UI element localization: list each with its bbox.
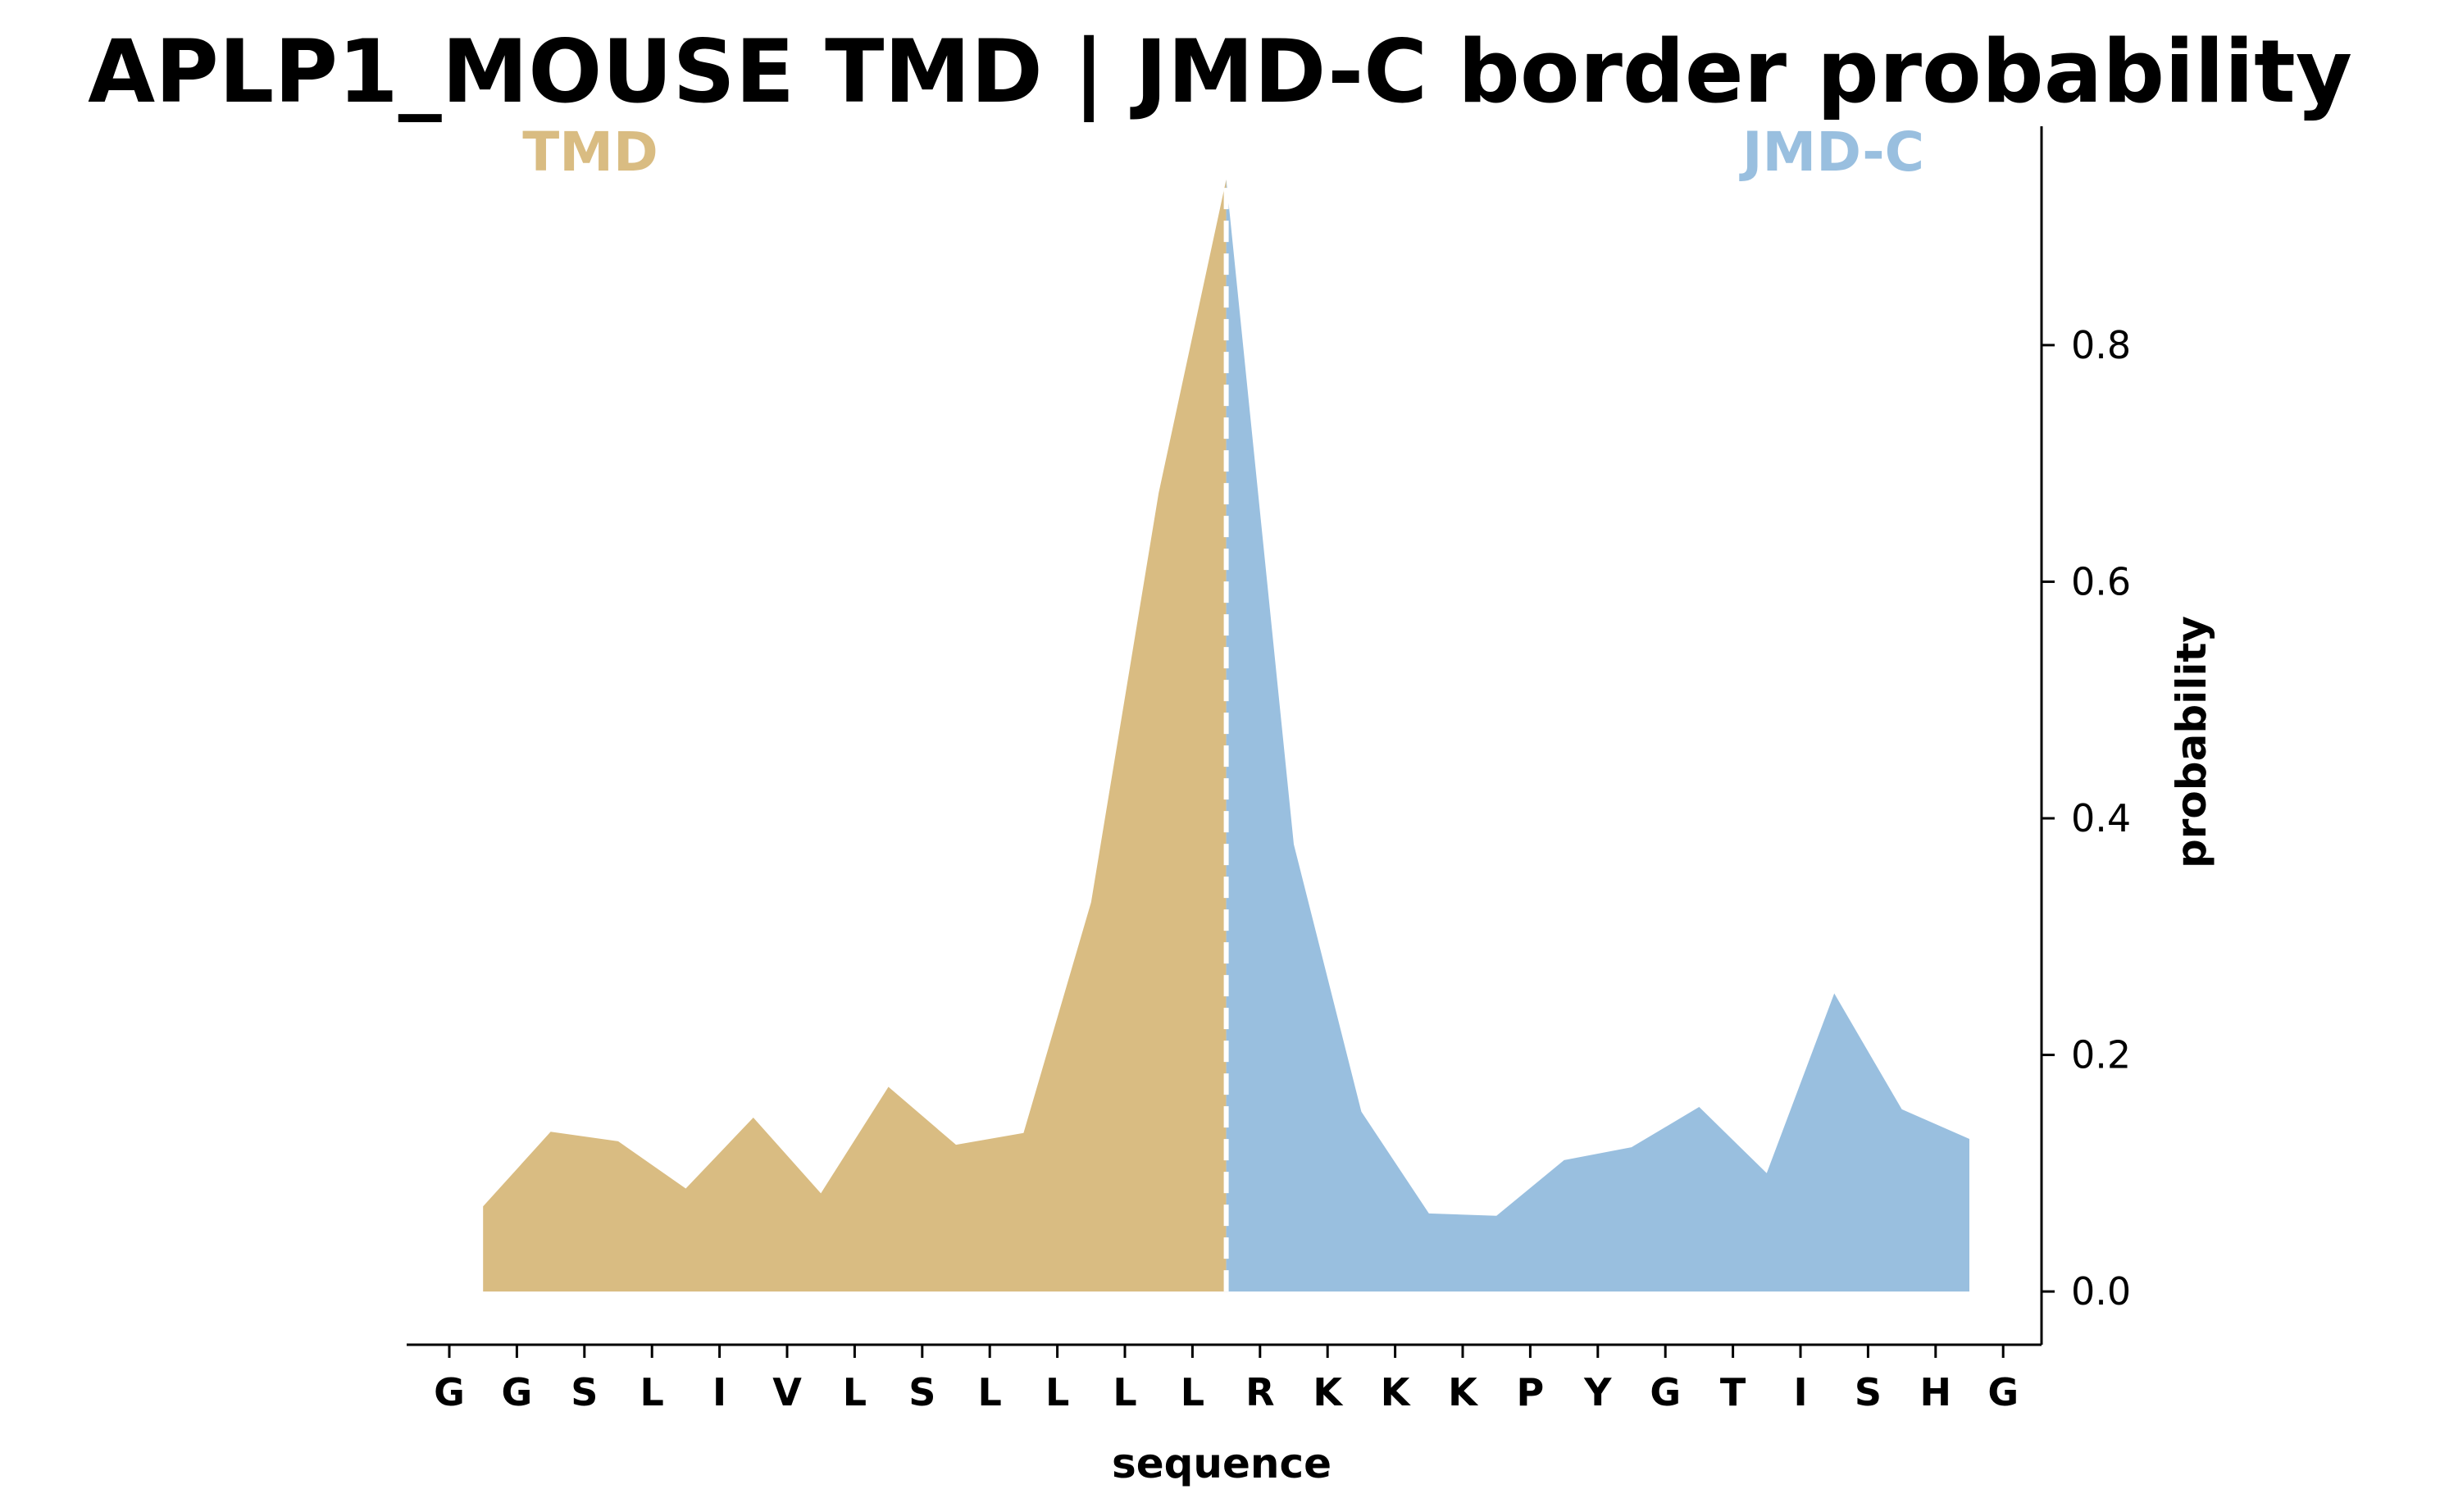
x-tick-label: L	[843, 1370, 867, 1414]
x-tick-label: Y	[1583, 1370, 1612, 1414]
y-tick-label: 0.0	[2071, 1269, 2131, 1314]
x-tick-label: I	[1793, 1370, 1807, 1414]
x-tick-label: K	[1381, 1370, 1412, 1414]
x-tick-label: H	[1920, 1370, 1952, 1414]
x-tick-label: G	[502, 1370, 533, 1414]
y-axis-label: probability	[2168, 616, 2215, 868]
x-tick-label: K	[1448, 1370, 1479, 1414]
x-tick-label: S	[1855, 1370, 1882, 1414]
x-tick-label: S	[908, 1370, 935, 1414]
x-tick-label: R	[1245, 1370, 1274, 1414]
x-tick-label: T	[1720, 1370, 1746, 1414]
y-tick-label: 0.2	[2071, 1033, 2131, 1077]
x-tick-label: S	[571, 1370, 598, 1414]
region-label-tmd: TMD	[522, 121, 658, 184]
y-axis: 0.0 0.2 0.4 0.6 0.8	[2040, 126, 2131, 1345]
x-tick-label: L	[1045, 1370, 1069, 1414]
x-tick-label: L	[1181, 1370, 1204, 1414]
x-tick-label: L	[978, 1370, 1002, 1414]
area-tmd	[483, 179, 1227, 1292]
y-tick-label: 0.4	[2071, 796, 2131, 840]
x-tick-label: L	[1113, 1370, 1136, 1414]
area-series-group	[483, 179, 1969, 1292]
x-tick-label: G	[1650, 1370, 1681, 1414]
x-tick-label: I	[712, 1370, 726, 1414]
region-label-jmd-c: JMD-C	[1739, 121, 1924, 184]
x-tick-label: V	[772, 1370, 802, 1414]
y-tick-label: 0.8	[2071, 323, 2131, 367]
y-tick-label: 0.6	[2071, 559, 2131, 603]
x-tick-label: L	[640, 1370, 664, 1414]
x-tick-label: G	[1987, 1370, 2019, 1414]
x-tick-label: G	[434, 1370, 465, 1414]
chart-title: APLP1_MOUSE TMD | JMD-C border probabili…	[88, 21, 2352, 123]
x-tick-label: P	[1517, 1370, 1545, 1414]
x-axis-label: sequence	[1112, 1440, 1332, 1487]
area-jmd-c	[1226, 179, 1969, 1292]
x-tick-label: K	[1313, 1370, 1344, 1414]
